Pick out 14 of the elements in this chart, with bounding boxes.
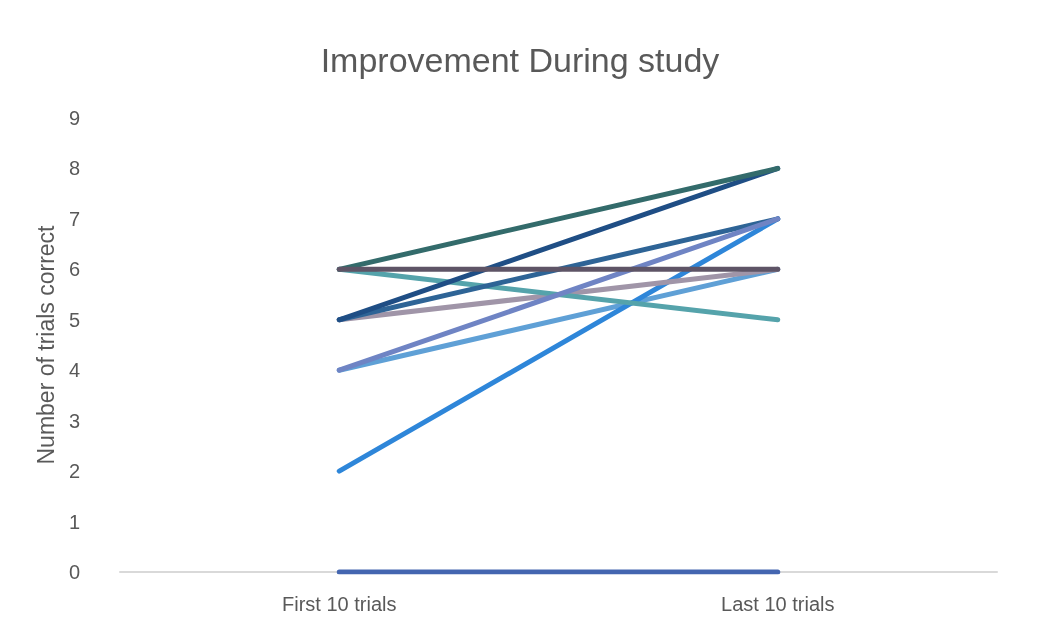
y-tick-label: 1 xyxy=(68,510,80,533)
y-tick-label: 3 xyxy=(68,409,80,432)
chart-title: Improvement During study xyxy=(320,41,720,79)
y-tick-label: 6 xyxy=(68,258,80,281)
y-tick-label: 2 xyxy=(68,460,80,483)
y-tick-label: 8 xyxy=(68,157,80,180)
y-tick-label: 7 xyxy=(68,207,80,230)
y-tick-label: 4 xyxy=(68,359,80,382)
y-tick-label: 0 xyxy=(68,561,80,583)
x-tick-label: First 10 trials xyxy=(282,593,397,615)
y-tick-label: 5 xyxy=(68,308,80,331)
y-axis-title: Number of trials correct xyxy=(33,224,60,465)
x-tick-label: Last 10 trials xyxy=(721,593,835,615)
y-tick-label: 9 xyxy=(68,107,80,129)
